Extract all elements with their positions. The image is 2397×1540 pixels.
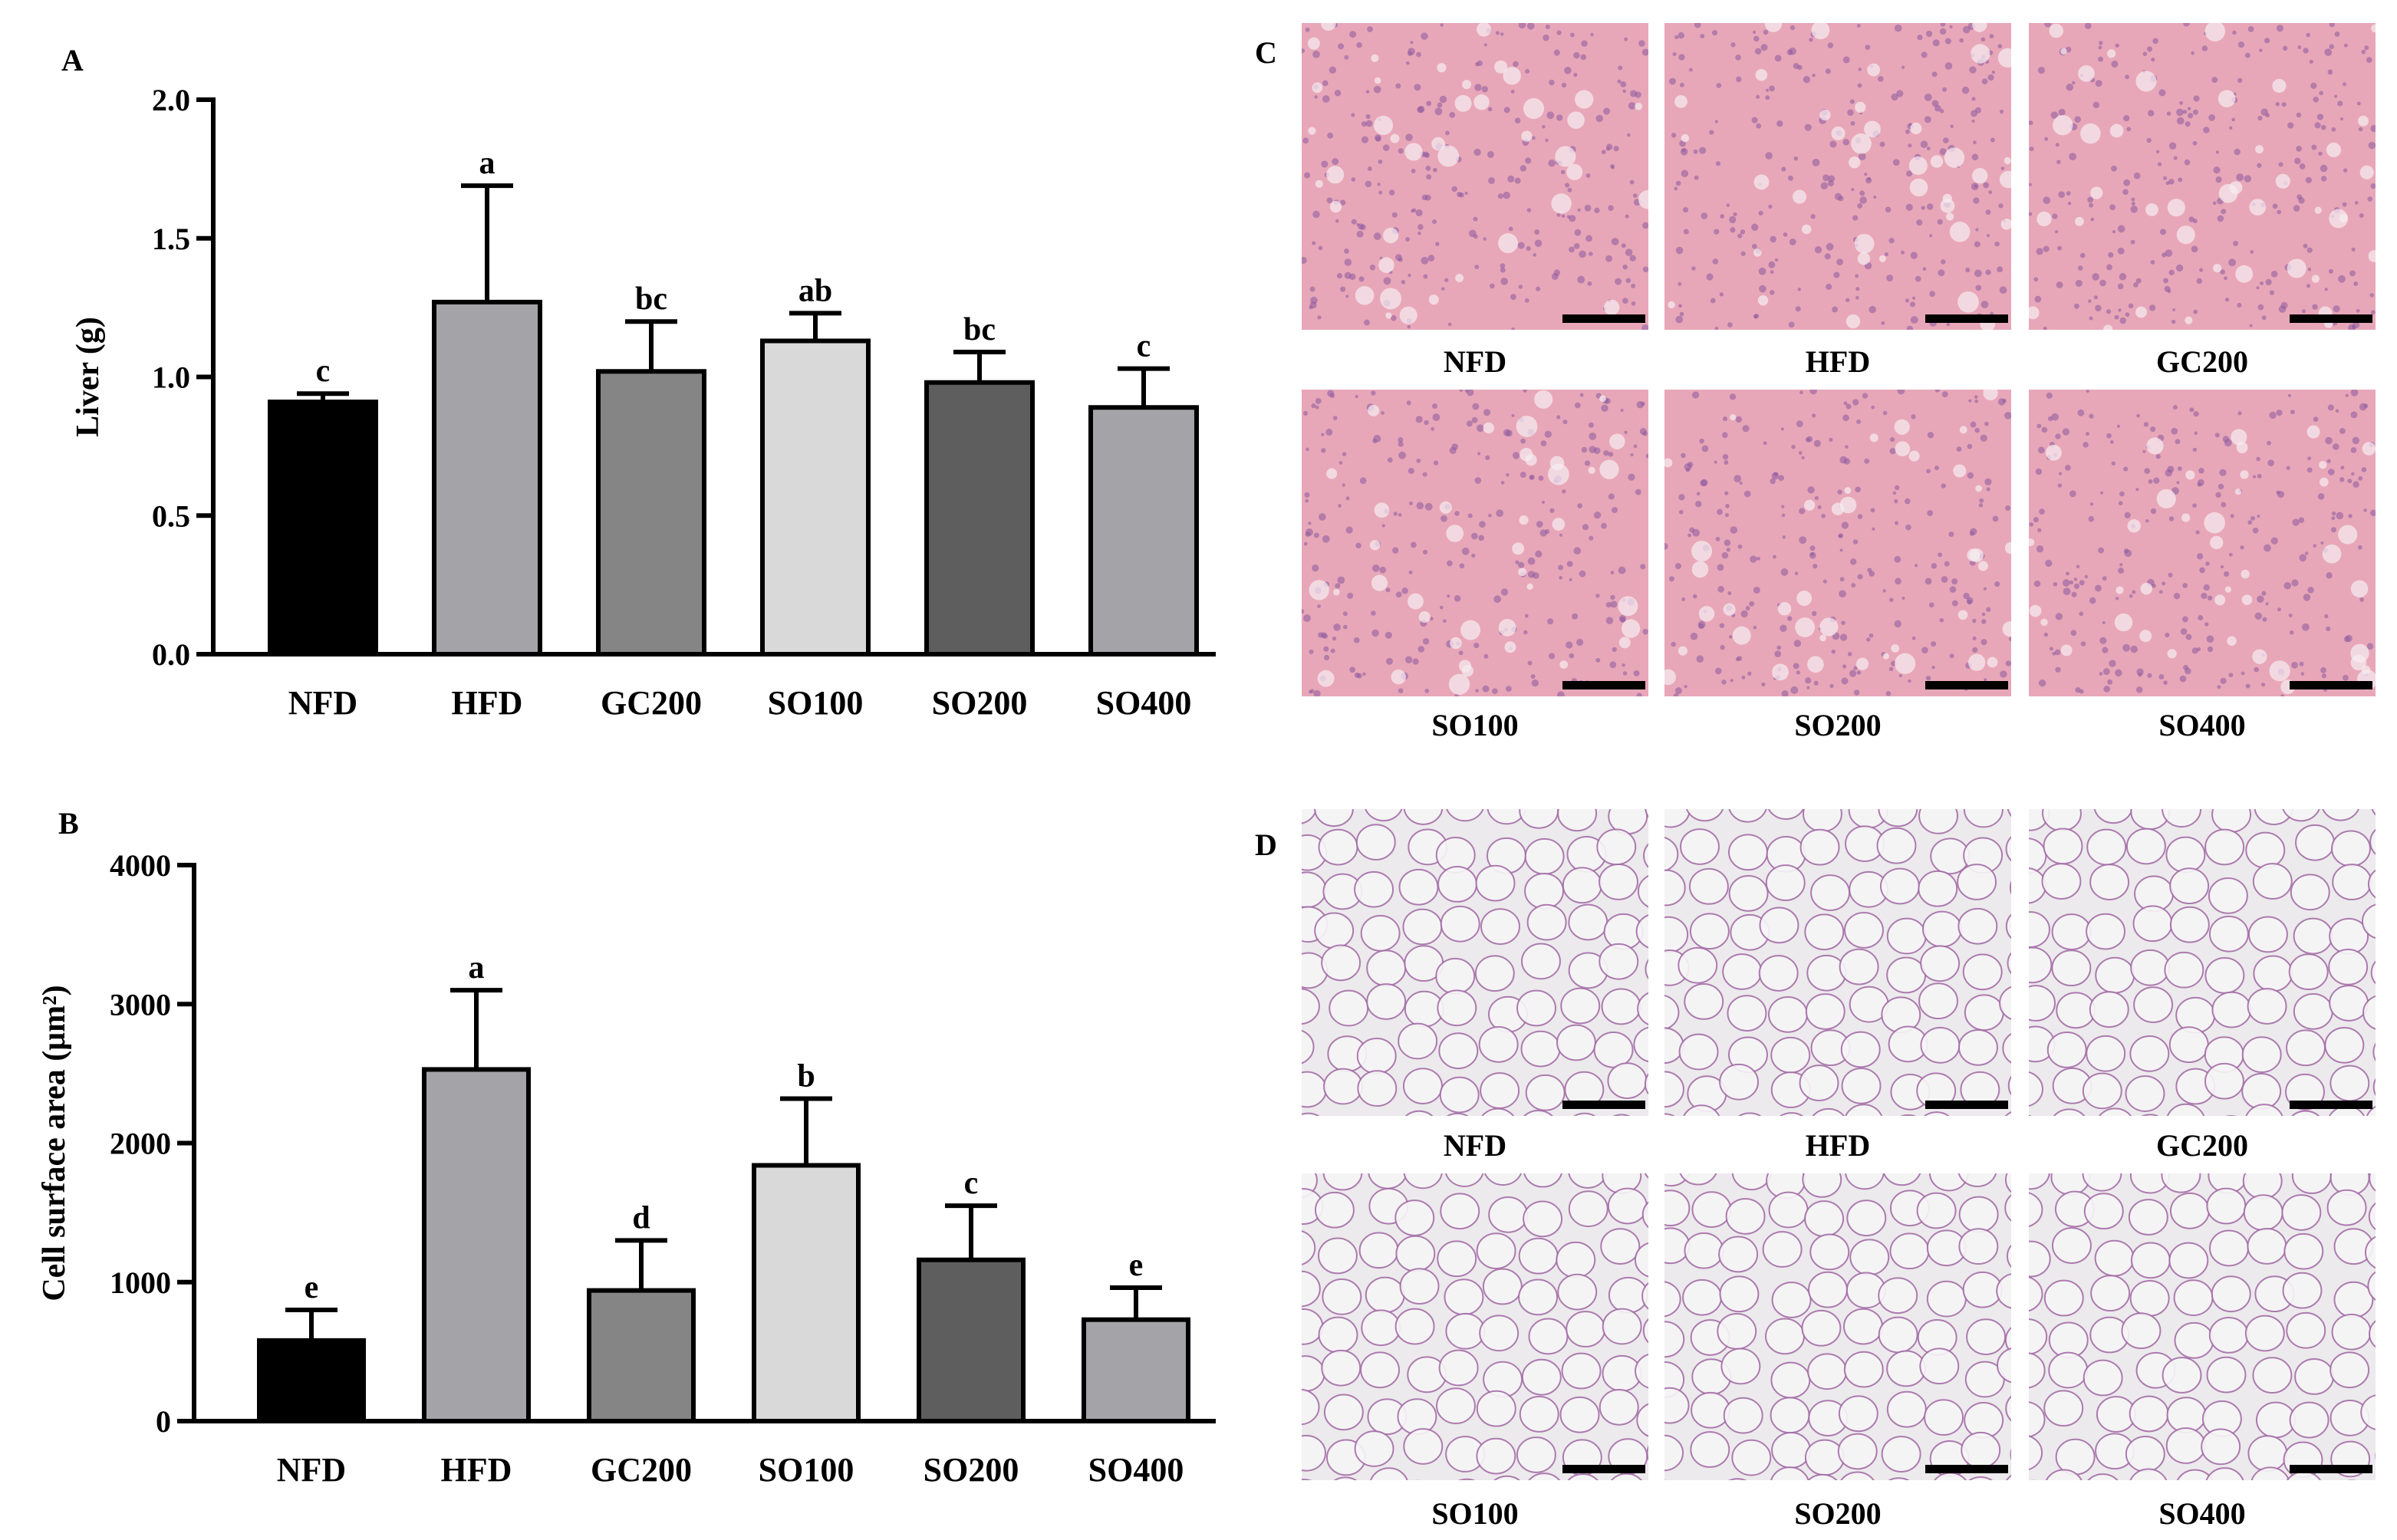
liver-micrograph bbox=[2029, 23, 2376, 330]
micrograph-label: SO200 bbox=[1794, 708, 1882, 742]
scale-bar bbox=[1562, 1101, 1645, 1109]
x-tick-label: SO200 bbox=[932, 684, 1028, 722]
adipose-micrograph bbox=[1302, 1173, 1648, 1480]
bar-so200 bbox=[917, 1257, 1026, 1423]
scale-bar bbox=[1562, 681, 1645, 689]
micrograph-label: SO200 bbox=[1794, 1496, 1882, 1531]
scale-bar bbox=[1925, 681, 2008, 689]
micrograph-label: SO400 bbox=[2158, 1496, 2246, 1531]
bar-hfd bbox=[432, 299, 542, 656]
micrograph-label: SO100 bbox=[1431, 708, 1519, 742]
x-tick-label: SO200 bbox=[924, 1451, 1019, 1489]
micrograph-label: HFD bbox=[1805, 344, 1871, 379]
scale-bar bbox=[1562, 1465, 1645, 1473]
bar-hfd bbox=[422, 1067, 531, 1423]
significance-letter: c bbox=[316, 354, 331, 389]
scale-bar bbox=[1562, 314, 1645, 323]
liver-micrograph bbox=[2029, 390, 2376, 696]
x-tick-label: SO400 bbox=[1096, 684, 1192, 722]
scale-bar bbox=[1925, 1465, 2008, 1473]
liver-micrograph bbox=[1664, 23, 2011, 330]
scale-bar bbox=[2290, 1465, 2372, 1473]
panel-letter-d: D bbox=[1255, 828, 1277, 862]
micrograph-label: GC200 bbox=[2156, 1128, 2248, 1163]
y-tick-label: 1000 bbox=[110, 1265, 171, 1300]
significance-letter: c bbox=[964, 1166, 979, 1201]
y-tick-label: 0 bbox=[156, 1404, 171, 1439]
significance-letter: bc bbox=[635, 281, 667, 317]
micrograph-label: NFD bbox=[1443, 344, 1507, 379]
bar-nfd bbox=[268, 400, 378, 656]
y-tick-label: 4000 bbox=[110, 848, 171, 883]
bar-gc200 bbox=[596, 369, 706, 656]
bar-gc200 bbox=[587, 1288, 696, 1423]
significance-letter: e bbox=[1129, 1248, 1144, 1283]
adipose-micrograph bbox=[1664, 1173, 2011, 1480]
bar-so400 bbox=[1088, 405, 1199, 656]
adipose-micrograph bbox=[2029, 1173, 2376, 1480]
liver-micrograph bbox=[1302, 390, 1648, 696]
liver-micrograph bbox=[1664, 390, 2011, 696]
panel-letter-b: B bbox=[58, 806, 79, 841]
x-tick-label: SO400 bbox=[1088, 1451, 1184, 1489]
significance-letter: b bbox=[797, 1059, 815, 1094]
x-tick-label: SO100 bbox=[759, 1451, 854, 1489]
significance-letter: c bbox=[1137, 329, 1151, 364]
significance-letter: d bbox=[632, 1200, 650, 1236]
y-tick-label: 2.0 bbox=[152, 83, 190, 117]
y-tick-label: 2000 bbox=[110, 1127, 171, 1161]
bar-so100 bbox=[760, 338, 871, 656]
micrograph-label: SO400 bbox=[2158, 708, 2246, 742]
adipose-micrograph bbox=[2029, 809, 2376, 1116]
scale-bar bbox=[1925, 1101, 2008, 1109]
significance-letter: a bbox=[469, 950, 485, 986]
micrograph-label: GC200 bbox=[2156, 344, 2248, 379]
panel-letter-c: C bbox=[1255, 35, 1277, 70]
y-axis-label: Cell surface area (μm²) bbox=[37, 985, 72, 1301]
significance-letter: e bbox=[305, 1270, 319, 1305]
significance-letter: ab bbox=[798, 273, 832, 308]
x-tick-label: NFD bbox=[288, 684, 357, 722]
x-tick-label: SO100 bbox=[768, 684, 864, 722]
y-tick-label: 0.0 bbox=[152, 637, 190, 672]
y-tick-label: 1.0 bbox=[152, 360, 190, 395]
x-tick-label: GC200 bbox=[601, 684, 702, 722]
adipose-micrograph bbox=[1664, 809, 2011, 1116]
scale-bar bbox=[2290, 314, 2372, 323]
scale-bar bbox=[2290, 681, 2372, 689]
liver-micrograph bbox=[1302, 23, 1648, 330]
bar-so200 bbox=[924, 380, 1035, 656]
scale-bar bbox=[1925, 314, 2008, 323]
x-tick-label: HFD bbox=[452, 684, 523, 722]
x-tick-label: HFD bbox=[441, 1451, 512, 1489]
y-axis-label: Liver (g) bbox=[71, 317, 106, 437]
micrograph-label: HFD bbox=[1805, 1128, 1871, 1163]
y-tick-label: 0.5 bbox=[152, 499, 190, 533]
bar-nfd bbox=[257, 1338, 366, 1423]
significance-letter: bc bbox=[963, 312, 996, 347]
bar-so400 bbox=[1082, 1317, 1190, 1423]
y-tick-label: 3000 bbox=[110, 987, 171, 1022]
cell-surface-area-chart: 0 1000 2000 3000 4000 Cell surface area (μm²)… bbox=[37, 848, 1216, 1489]
significance-letter: a bbox=[479, 146, 496, 181]
y-tick-label: 1.5 bbox=[152, 222, 190, 256]
micrograph-label: SO100 bbox=[1431, 1496, 1519, 1531]
liver-weight-chart: 0.0 0.5 1.0 1.5 2.0 Liver (g) c NFD a HFD bc GC200 a… bbox=[71, 83, 1216, 722]
micrograph-label: NFD bbox=[1443, 1128, 1507, 1163]
x-tick-label: NFD bbox=[277, 1451, 346, 1489]
panel-letter-a: A bbox=[61, 43, 84, 77]
adipose-micrograph bbox=[1302, 809, 1648, 1116]
bar-so100 bbox=[752, 1163, 861, 1423]
scale-bar bbox=[2290, 1101, 2372, 1109]
x-tick-label: GC200 bbox=[591, 1451, 692, 1489]
